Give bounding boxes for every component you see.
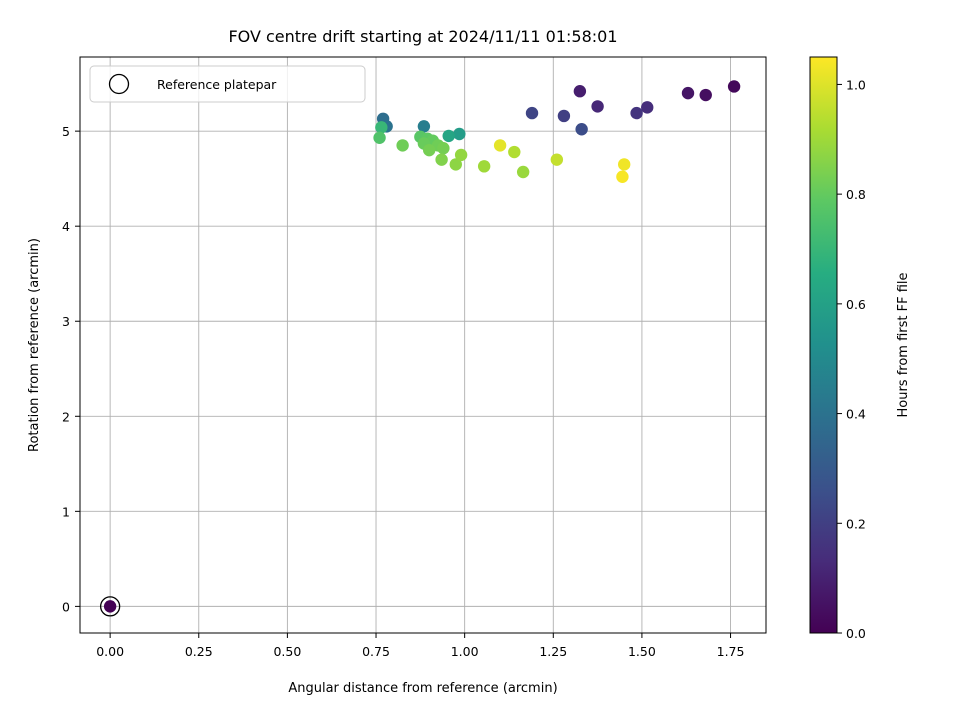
colorbar-label: Hours from first FF file <box>896 272 911 417</box>
colorbar-tick-label: 0.0 <box>846 626 866 641</box>
scatter-point <box>417 120 431 133</box>
colorbar: 0.0 0.2 0.4 0.6 0.8 1.0 <box>809 56 866 641</box>
axes-frame <box>79 56 767 634</box>
scatter-point <box>454 148 468 162</box>
legend-label: Reference platepar <box>157 77 277 92</box>
scatter-point <box>449 158 462 171</box>
scatter-point <box>437 142 450 155</box>
scatter-point <box>373 131 386 144</box>
scatter-point <box>641 101 654 114</box>
scatter-point <box>423 143 436 157</box>
x-tick-label: 0.25 <box>185 644 213 659</box>
chart-title: FOV centre drift starting at 2024/11/11 … <box>228 27 617 46</box>
scatter-point <box>575 123 588 136</box>
x-tick-label: 1.25 <box>539 644 567 659</box>
x-tick-label: 1.00 <box>451 644 479 659</box>
scatter-point <box>550 153 564 166</box>
colorbar-tick-label: 0.2 <box>846 516 866 531</box>
scatter-point <box>557 109 571 123</box>
scatter-point <box>630 106 643 120</box>
scatter-point <box>699 88 712 102</box>
scatter-point <box>375 121 388 134</box>
scatter-point <box>508 145 521 159</box>
plot-area: 0.00 0.25 0.50 0.75 1.00 1.25 1.50 1.75 0 1 2 3 4 5 <box>62 56 767 659</box>
x-tick-label: 0.50 <box>273 644 301 659</box>
x-tick-label: 1.50 <box>628 644 656 659</box>
x-tick-label: 1.75 <box>717 644 745 659</box>
scatter-point <box>477 160 491 173</box>
y-tick-label: 4 <box>62 219 70 234</box>
scatter-point <box>591 100 604 113</box>
x-tick-label: 0.00 <box>96 644 124 659</box>
scatter-point <box>103 600 117 613</box>
y-tick-label: 0 <box>62 599 70 614</box>
x-tick-label: 0.75 <box>362 644 390 659</box>
scatter-point <box>396 139 409 152</box>
scatter-point <box>453 127 466 141</box>
y-tick-label: 3 <box>62 314 70 329</box>
legend-marker <box>108 73 130 95</box>
scatter-point <box>516 165 530 179</box>
scatter-point <box>616 170 629 183</box>
scatter-point <box>617 158 631 171</box>
y-tick-label: 1 <box>62 504 70 519</box>
colorbar-tick-label: 0.4 <box>846 407 866 422</box>
legend: Reference platepar <box>89 65 366 103</box>
scatter-point <box>442 129 455 143</box>
x-axis-label: Angular distance from reference (arcmin) <box>288 681 557 696</box>
scatter-point <box>727 80 741 93</box>
scatter-point <box>681 86 695 100</box>
reference-marker <box>99 596 121 617</box>
colorbar-tick-label: 0.8 <box>846 187 866 202</box>
colorbar-gradient <box>809 56 838 634</box>
colorbar-tick-label: 1.0 <box>846 77 866 92</box>
scatter-point <box>493 139 507 152</box>
scatter-point <box>525 106 539 120</box>
scatter-point <box>435 153 448 166</box>
y-axis-label: Rotation from reference (arcmin) <box>27 238 42 452</box>
legend-frame <box>89 65 366 103</box>
y-tick-label: 2 <box>62 409 70 424</box>
scatter-point <box>573 85 587 98</box>
y-tick-label: 5 <box>62 124 70 139</box>
colorbar-tick-label: 0.6 <box>846 297 866 312</box>
